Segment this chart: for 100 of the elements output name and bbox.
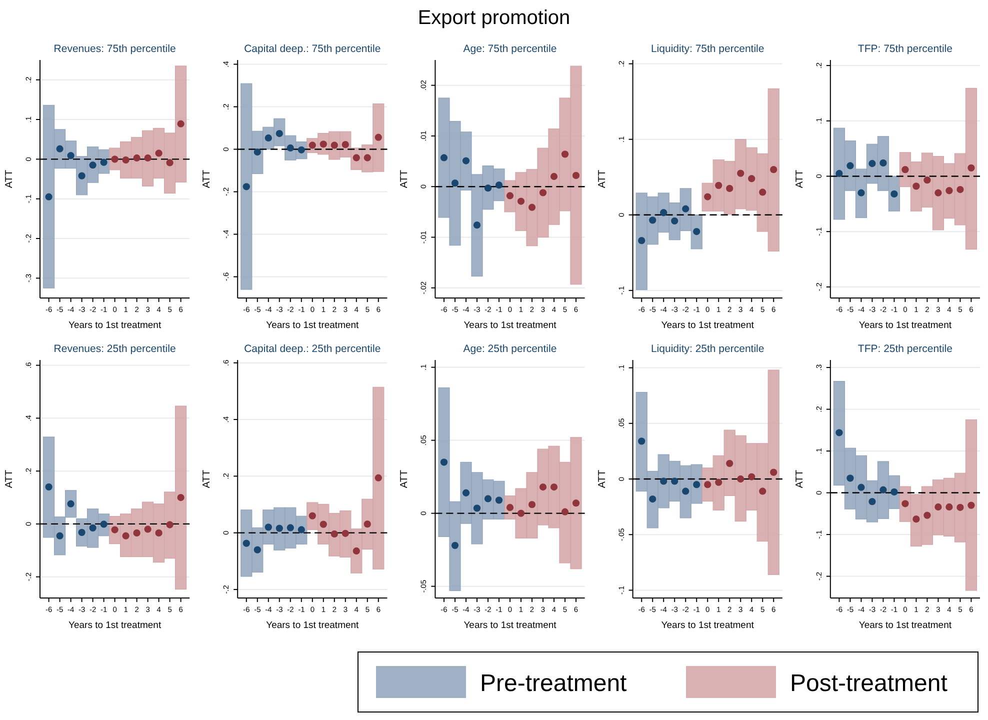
- point: [726, 460, 734, 467]
- x-axis-title: Years to 1st treatment: [661, 620, 754, 631]
- point: [759, 488, 766, 495]
- point: [836, 170, 843, 178]
- point: [924, 176, 931, 184]
- point: [868, 498, 876, 506]
- point: [715, 182, 722, 189]
- point: [550, 483, 558, 491]
- point: [912, 516, 920, 523]
- point: [166, 159, 174, 166]
- point: [539, 189, 547, 196]
- point: [572, 500, 580, 507]
- point: [451, 179, 459, 187]
- point: [748, 175, 756, 182]
- point: [122, 532, 130, 540]
- point: [45, 483, 52, 490]
- point: [56, 532, 64, 540]
- point: [890, 190, 898, 198]
- point: [484, 495, 492, 502]
- point: [166, 521, 174, 528]
- point: [737, 475, 744, 483]
- point: [528, 204, 536, 211]
- point: [572, 172, 580, 180]
- y-axis-title: ATT: [794, 170, 806, 188]
- point: [934, 189, 942, 196]
- x-axis-title: Years to 1st treatment: [858, 620, 952, 631]
- chart-title: Revenues: 75th percentile: [54, 43, 176, 55]
- point: [276, 524, 283, 532]
- point: [89, 524, 96, 532]
- point: [539, 483, 547, 491]
- y-axis-title: ATT: [399, 470, 410, 488]
- chart-title: TFP: 25th percentile: [858, 343, 953, 355]
- point: [561, 150, 569, 158]
- x-axis-title: Years to 1st treatment: [464, 320, 557, 331]
- point: [934, 503, 942, 511]
- point: [759, 188, 766, 196]
- y-axis-title: ATT: [399, 170, 410, 188]
- point: [330, 530, 338, 538]
- x-axis-title: Years to 1st treatment: [661, 320, 754, 331]
- point: [868, 160, 876, 168]
- point: [144, 154, 152, 162]
- point: [374, 134, 382, 141]
- point: [671, 478, 678, 485]
- point: [364, 520, 371, 528]
- point: [682, 488, 690, 495]
- x-axis-title: Years to 1st treatment: [68, 620, 162, 631]
- chart-title: Capital deep.: 25th percentile: [244, 343, 381, 355]
- point: [638, 438, 646, 445]
- y-axis-title: ATT: [794, 470, 806, 488]
- point: [858, 484, 865, 491]
- point: [528, 500, 536, 508]
- point: [89, 162, 96, 169]
- point: [254, 546, 261, 554]
- x-axis-title: Years to 1st treatment: [266, 320, 360, 331]
- point: [451, 542, 459, 549]
- x-axis-title: Years to 1st treatment: [858, 320, 952, 331]
- point: [880, 486, 887, 494]
- point: [155, 150, 162, 157]
- point: [770, 468, 778, 476]
- point: [638, 237, 646, 244]
- point: [671, 217, 678, 224]
- point: [320, 520, 327, 528]
- point: [660, 209, 668, 216]
- point: [693, 228, 700, 236]
- chart-title: TFP: 75th percentile: [858, 43, 953, 55]
- point: [846, 162, 854, 170]
- point: [726, 184, 734, 192]
- point: [890, 488, 898, 496]
- point: [770, 166, 778, 174]
- chart-title: Revenues: 25th percentile: [54, 343, 176, 355]
- point: [506, 192, 514, 200]
- point: [473, 222, 481, 229]
- point: [902, 500, 909, 508]
- point: [517, 510, 525, 517]
- point: [748, 473, 756, 480]
- point: [133, 154, 140, 162]
- point: [704, 481, 712, 488]
- point: [561, 508, 569, 516]
- y-axis-title: ATT: [4, 170, 15, 188]
- point: [484, 184, 492, 192]
- y-axis-title: ATT: [596, 170, 608, 188]
- point: [462, 157, 470, 164]
- point: [374, 474, 382, 482]
- point: [242, 183, 250, 190]
- point: [264, 524, 272, 531]
- chart-title: Age: 25th percentile: [463, 343, 557, 355]
- y-axis-title: ATT: [202, 470, 213, 488]
- point: [352, 547, 360, 555]
- point: [956, 504, 964, 511]
- point: [495, 182, 503, 189]
- point: [737, 170, 744, 177]
- chart-title: Liquidity: 25th percentile: [650, 343, 764, 355]
- point: [946, 187, 953, 194]
- point: [912, 182, 920, 190]
- point: [693, 481, 700, 488]
- legend-label: Post-treatment: [790, 670, 948, 697]
- text: Export promotion: [418, 7, 570, 29]
- point: [660, 478, 668, 485]
- point: [715, 478, 722, 486]
- point: [122, 156, 130, 164]
